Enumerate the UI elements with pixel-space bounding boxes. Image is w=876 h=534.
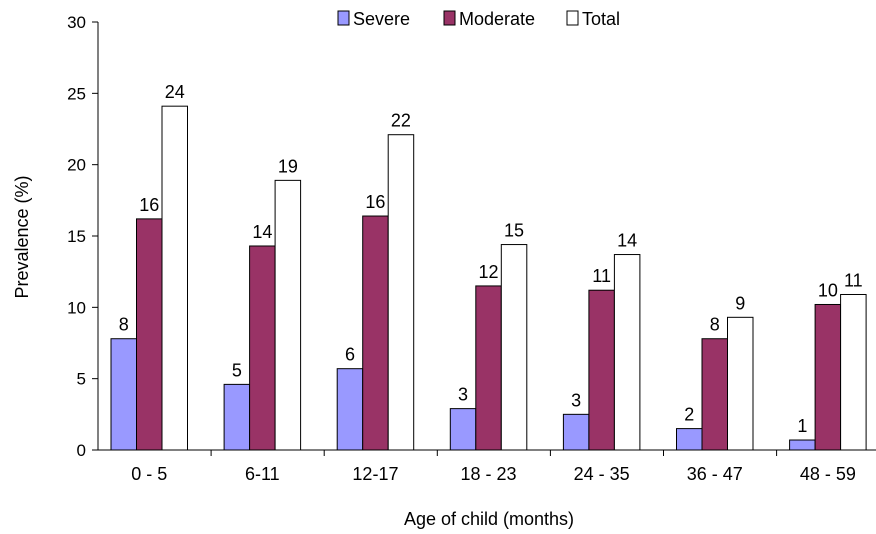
legend-swatch: [443, 10, 456, 26]
bar-moderate: [475, 285, 502, 451]
data-label: 11: [592, 266, 611, 286]
data-label: 11: [844, 270, 863, 290]
legend-swatch: [337, 10, 350, 26]
data-label: 16: [365, 192, 385, 212]
x-axis: 0 - 5 6-11 12-17 18 - 23 24 - 35 36 - 47 48 - …: [98, 449, 876, 484]
x-tick-label: 6-11: [245, 464, 280, 484]
data-label: 15: [504, 221, 524, 241]
x-tick-label: 48 - 59: [800, 464, 856, 484]
bar-severe: [789, 439, 816, 451]
bar-total: [727, 316, 754, 451]
data-label: 14: [617, 231, 637, 251]
bar-severe: [449, 408, 477, 451]
bar-total: [840, 293, 867, 451]
data-label: 3: [571, 390, 581, 410]
data-label: 19: [278, 156, 298, 176]
bar-moderate: [588, 289, 615, 451]
y-tick-label: 5: [77, 370, 86, 389]
bar-severe: [676, 428, 703, 451]
data-label: 9: [735, 293, 745, 313]
bar-total: [613, 254, 641, 451]
x-axis-title: Age of child (months): [404, 509, 574, 529]
data-label: 3: [458, 385, 468, 405]
bar-moderate: [701, 338, 728, 451]
bar-moderate: [249, 245, 276, 451]
bar-moderate: [362, 215, 389, 451]
legend-item-total: Total: [566, 9, 620, 29]
bar-moderate: [814, 303, 842, 451]
data-label: 16: [139, 195, 159, 215]
y-tick-label: 25: [67, 84, 86, 103]
legend: Severe Moderate Total: [337, 9, 620, 29]
data-label: 22: [391, 111, 411, 131]
data-label: 8: [710, 315, 720, 335]
data-label: 8: [119, 315, 129, 335]
bar-moderate: [136, 218, 163, 451]
bar-severe: [223, 383, 251, 451]
legend-label: Moderate: [459, 9, 535, 29]
y-axis-title: Prevalence (%): [12, 175, 32, 298]
y-axis: 0 5 10 15 20 25 30: [67, 13, 99, 460]
bar-severe: [336, 368, 364, 451]
data-label: 6: [345, 345, 355, 365]
x-tick-label: 36 - 47: [687, 464, 743, 484]
data-label: 2: [684, 405, 694, 425]
bar-total: [274, 179, 302, 451]
x-tick-label: 12-17: [352, 464, 398, 484]
y-tick-label: 10: [67, 298, 86, 317]
bar-severe: [562, 413, 590, 451]
legend-item-moderate: Moderate: [443, 9, 535, 29]
y-tick-label: 0: [77, 441, 86, 460]
bar-total: [387, 134, 415, 451]
data-label: 14: [252, 222, 272, 242]
bar-total: [161, 105, 188, 451]
bar-severe: [110, 338, 137, 451]
y-tick-label: 30: [67, 13, 86, 32]
y-tick-label: 15: [67, 227, 86, 246]
data-label: 24: [165, 82, 185, 102]
legend-label: Total: [582, 9, 620, 29]
legend-swatch: [566, 10, 579, 26]
x-tick-label: 0 - 5: [131, 464, 167, 484]
y-tick-label: 20: [67, 156, 86, 175]
x-tick-label: 24 - 35: [574, 464, 630, 484]
data-label: 5: [232, 360, 242, 380]
bar-total: [500, 244, 528, 451]
data-label: 1: [797, 416, 807, 436]
legend-item-severe: Severe: [337, 9, 410, 29]
x-tick-label: 18 - 23: [461, 464, 517, 484]
data-label: 12: [479, 262, 499, 282]
legend-label: Severe: [353, 9, 410, 29]
data-label: 10: [818, 280, 838, 300]
bars: [110, 105, 867, 451]
